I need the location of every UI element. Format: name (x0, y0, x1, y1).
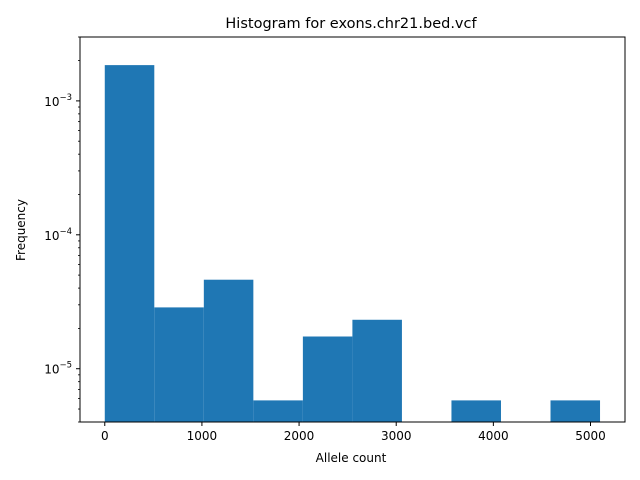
y-tick-label-2: 10−3 (44, 93, 72, 109)
chart-title: Histogram for exons.chr21.bed.vcf (225, 16, 477, 32)
x-tick-label-5: 5000 (575, 429, 606, 443)
histogram-bar-0 (104, 65, 155, 422)
histogram-bar-3 (253, 400, 303, 422)
y-tick-label-0: 10−5 (44, 361, 72, 377)
histogram-bar-2 (203, 279, 254, 422)
y-tick-label-1: 10−4 (44, 227, 72, 243)
x-tick-label-4: 4000 (478, 429, 509, 443)
histogram-bar-4 (302, 336, 353, 422)
x-axis-label: Allele count (316, 451, 387, 465)
histogram-bar-1 (154, 307, 204, 422)
x-tick-label-2: 2000 (284, 429, 315, 443)
plot-frame (79, 36, 626, 423)
histogram-bar-5 (352, 319, 402, 422)
y-axis-ticks: 10−5 10−4 10−3 (44, 36, 80, 423)
x-tick-label-3: 3000 (381, 429, 412, 443)
x-tick-label-0: 0 (101, 429, 109, 443)
histogram-bar-7 (451, 400, 501, 422)
y-axis-label: Frequency (14, 199, 28, 261)
bars-group (104, 65, 601, 422)
x-tick-label-1: 1000 (187, 429, 218, 443)
x-axis-ticks: 0 1000 2000 3000 4000 5000 (101, 422, 606, 443)
histogram-bar-9 (550, 400, 601, 422)
